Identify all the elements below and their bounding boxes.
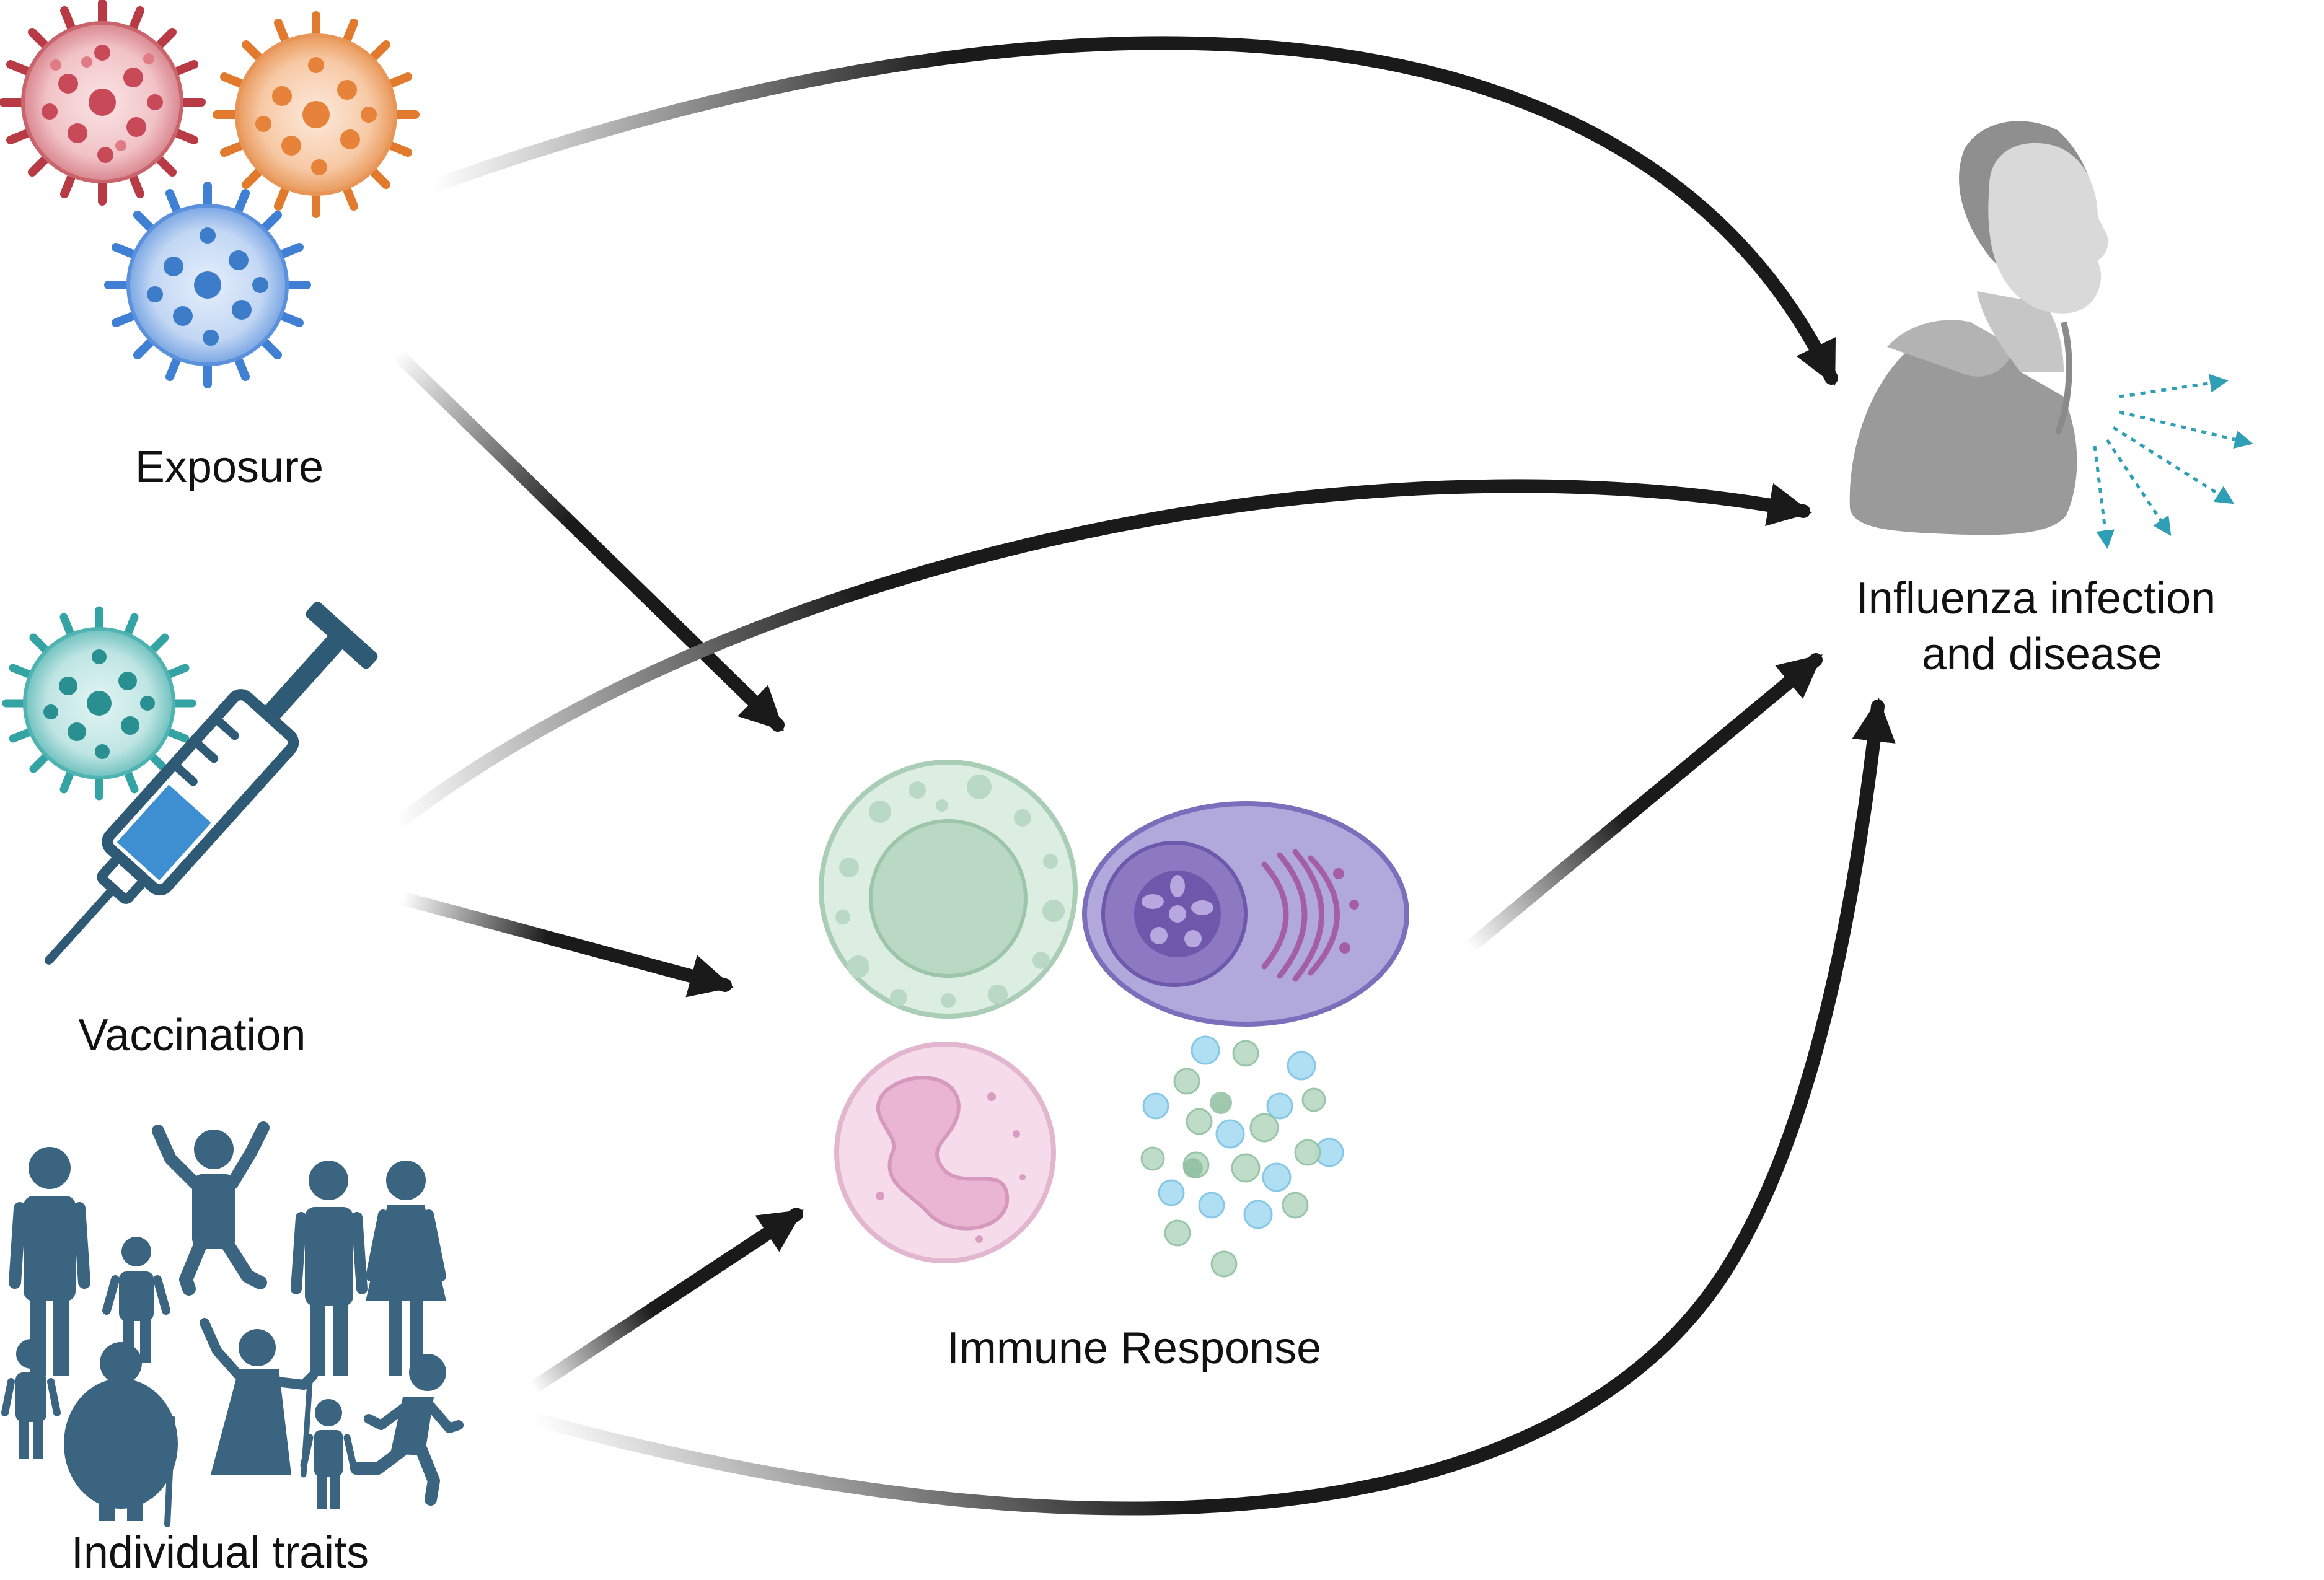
person-child-icon <box>102 1237 170 1363</box>
coughing-person-icon <box>1849 121 2253 549</box>
person-child-3-icon <box>300 1399 357 1509</box>
immune-cells-icon <box>819 760 1409 1278</box>
plasma-cell-icon <box>1082 801 1409 1027</box>
arrow-traits-to-immune <box>526 1208 804 1395</box>
edge-arrows <box>390 36 1896 1516</box>
person-elderly-dancing-icon <box>200 1318 318 1478</box>
influenza-virus-red-icon <box>0 0 206 206</box>
outcome-label: Influenza infection and disease <box>1856 574 2228 679</box>
person-running-icon <box>350 1354 464 1506</box>
arrow-immune-to-outcome <box>1462 653 1823 955</box>
syringe-icon <box>45 602 378 965</box>
people-icon <box>1 1121 464 1527</box>
neutrophil-cell-icon <box>834 1042 1056 1263</box>
arrow-exposure-to-outcome <box>427 36 1838 386</box>
person-elderly-woman-icon <box>64 1342 178 1527</box>
vaccine-virus-teal-icon <box>2 606 196 801</box>
person-child-2-icon <box>1 1339 61 1459</box>
influenza-virus-blue-icon <box>104 182 311 388</box>
outcome-label-line-1: Influenza infection <box>1856 574 2216 623</box>
vaccination-label: Vaccination <box>79 1011 306 1060</box>
influenza-virus-icons <box>0 0 420 388</box>
immune-response-label: Immune Response <box>947 1323 1321 1373</box>
outcome-label-line-2: and disease <box>1922 630 2162 679</box>
person-man-2-icon <box>291 1161 368 1376</box>
antibody-particles-icon <box>1140 1035 1344 1278</box>
person-woman-icon <box>366 1161 446 1376</box>
influenza-virus-orange-icon <box>213 11 420 218</box>
person-jumping-icon <box>152 1121 270 1296</box>
arrow-vaccination-to-outcome <box>390 479 1812 831</box>
arrow-traits-to-outcome <box>526 698 1896 1516</box>
exposure-label: Exposure <box>135 442 324 492</box>
cough-droplets-icon <box>2093 374 2253 549</box>
arrow-exposure-to-immune <box>390 346 785 732</box>
arrow-vaccination-to-immune <box>396 892 734 998</box>
individual-traits-label: Individual traits <box>71 1528 369 1578</box>
lymphocyte-cell-icon <box>819 760 1078 1019</box>
